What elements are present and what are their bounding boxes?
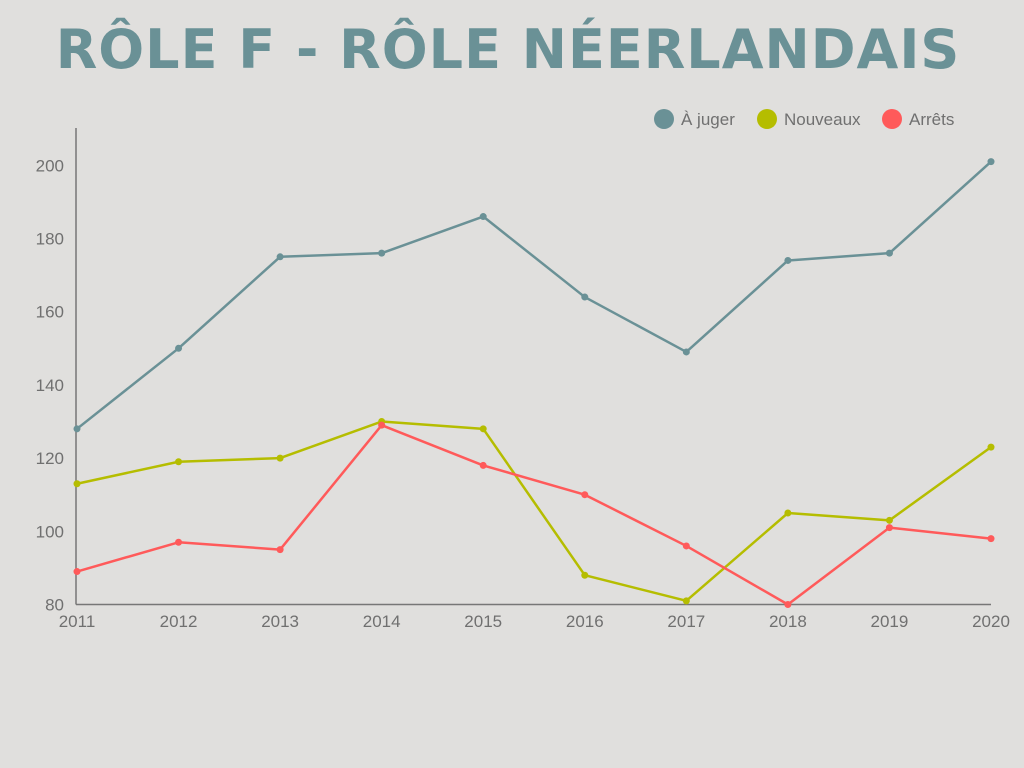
data-point — [885, 249, 893, 257]
legend-label: Arrêts — [909, 110, 954, 129]
data-point — [73, 425, 81, 433]
x-tick-label: 2012 — [160, 612, 198, 631]
x-tick-label: 2013 — [261, 612, 299, 631]
data-point — [987, 535, 995, 543]
data-point — [378, 421, 386, 429]
legend-marker — [757, 109, 777, 129]
data-point — [784, 256, 792, 264]
x-tick-label: 2019 — [871, 612, 909, 631]
data-point — [378, 249, 386, 257]
legend-label: À juger — [681, 110, 735, 129]
data-point — [885, 516, 893, 524]
data-point — [581, 571, 589, 579]
legend-marker — [882, 109, 902, 129]
data-point — [479, 461, 487, 469]
chart-title: RÔLE F - RÔLE NÉERLANDAIS — [55, 18, 961, 81]
y-tick-label: 80 — [45, 596, 64, 615]
data-point — [581, 491, 589, 499]
data-point — [175, 344, 183, 352]
x-tick-label: 2018 — [769, 612, 807, 631]
x-tick-label: 2015 — [464, 612, 502, 631]
data-point — [581, 293, 589, 301]
data-point — [276, 253, 284, 261]
data-point — [784, 601, 792, 608]
data-point — [479, 213, 487, 221]
legend-label: Nouveaux — [784, 110, 861, 129]
y-tick-label: 100 — [36, 522, 64, 541]
data-point — [784, 509, 792, 517]
x-tick-label: 2014 — [363, 612, 401, 631]
x-tick-label: 2011 — [59, 612, 96, 631]
y-tick-label: 140 — [36, 376, 64, 395]
data-point — [682, 542, 690, 550]
legend-marker — [654, 109, 674, 129]
data-point — [682, 348, 690, 356]
y-tick-label: 180 — [36, 230, 64, 249]
y-tick-label: 120 — [36, 449, 64, 468]
series-line-Arrêts — [76, 423, 992, 606]
data-point — [175, 538, 183, 546]
data-point — [73, 480, 81, 488]
data-point — [987, 443, 995, 451]
data-point — [987, 158, 995, 166]
y-tick-label: 160 — [36, 303, 64, 322]
data-point — [885, 524, 893, 532]
x-tick-label: 2016 — [566, 612, 604, 631]
y-tick-label: 200 — [36, 156, 64, 175]
data-point — [276, 546, 284, 554]
data-point — [682, 597, 690, 605]
data-point — [479, 425, 487, 433]
data-point — [175, 458, 183, 466]
data-point — [73, 568, 81, 576]
x-tick-label: 2017 — [667, 612, 705, 631]
series-line-Nouveaux — [76, 420, 992, 603]
x-tick-label: 2020 — [972, 612, 1010, 631]
series-line-À juger — [76, 160, 992, 430]
data-point — [276, 454, 284, 462]
